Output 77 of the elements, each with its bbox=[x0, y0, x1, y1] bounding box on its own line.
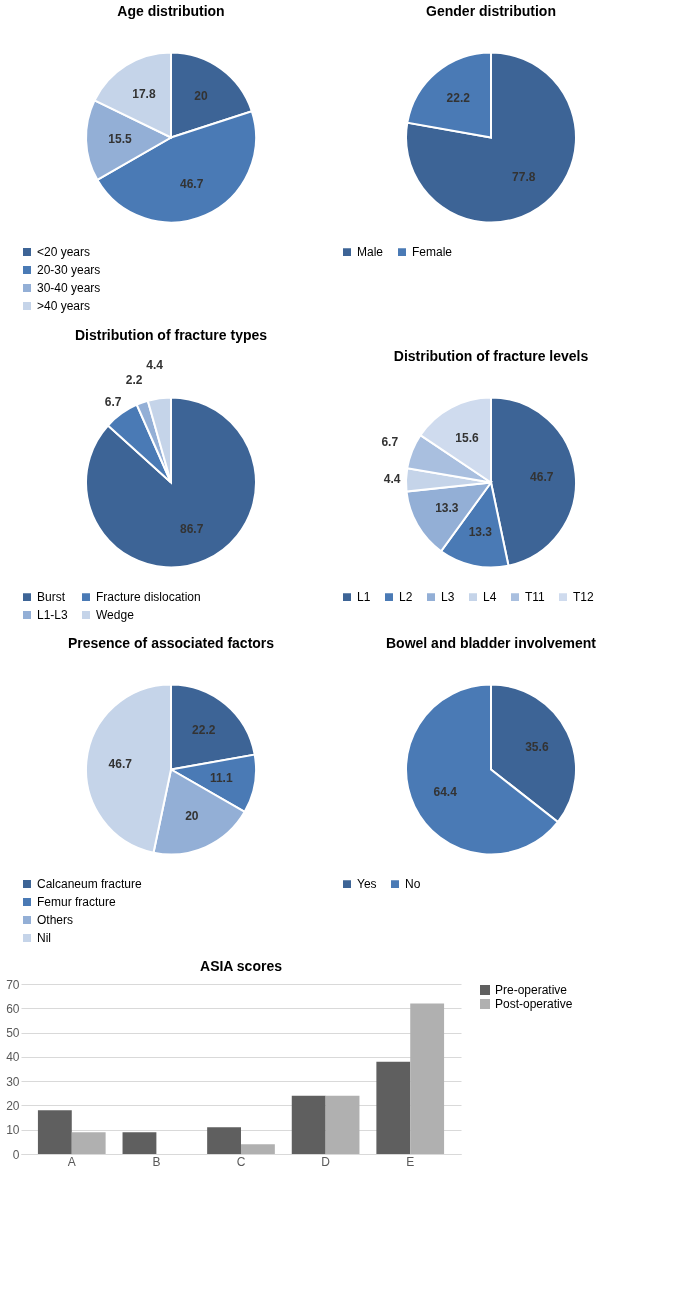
data-label: 13.3 bbox=[435, 501, 459, 516]
data-label: 77.8 bbox=[512, 169, 536, 184]
y-tick-label: 10 bbox=[6, 1123, 20, 1138]
data-label: 15.6 bbox=[455, 430, 479, 445]
y-tick-label: 20 bbox=[6, 1098, 20, 1113]
bar bbox=[241, 1144, 275, 1154]
chart-title: Distribution of fracture levels bbox=[393, 348, 589, 364]
data-label: 4.4 bbox=[383, 472, 401, 487]
legend-label: Female bbox=[412, 245, 453, 260]
y-tick-label: 40 bbox=[6, 1050, 20, 1065]
legend-label: >40 years bbox=[37, 299, 91, 313]
legend-label: <20 years bbox=[37, 245, 91, 259]
y-tick-label: 60 bbox=[6, 1001, 20, 1016]
legend-label: L1-L3 bbox=[37, 608, 69, 622]
legend-label: 20-30 years bbox=[37, 263, 101, 277]
bar bbox=[71, 1132, 106, 1154]
legend-label: L3 bbox=[441, 590, 455, 605]
x-tick-label: A bbox=[67, 1154, 76, 1169]
legend-label: L1 bbox=[357, 590, 371, 605]
data-label: 46.7 bbox=[108, 757, 133, 772]
legend-label: Pre-operative bbox=[495, 983, 568, 997]
legend-label: Burst bbox=[37, 590, 66, 605]
data-label: 22.2 bbox=[446, 91, 471, 106]
legend-label: L2 bbox=[399, 590, 413, 605]
chart-title: Bowel and bladder involvement bbox=[385, 635, 597, 651]
pie-slice bbox=[405, 51, 577, 224]
legend-label: Femur fracture bbox=[37, 895, 117, 909]
data-label: 17.8 bbox=[132, 87, 156, 102]
y-tick-label: 30 bbox=[6, 1074, 20, 1089]
y-tick-label: 70 bbox=[6, 977, 20, 992]
bar bbox=[122, 1132, 157, 1154]
x-tick-label: B bbox=[152, 1154, 161, 1169]
chart-title: ASIA scores bbox=[200, 958, 283, 974]
data-label: 46.7 bbox=[530, 470, 554, 485]
legend-label: L4 bbox=[483, 590, 497, 605]
legend-label: Wedge bbox=[96, 608, 135, 622]
data-label: 11.1 bbox=[209, 771, 233, 786]
chart-title: Distribution of fracture types bbox=[74, 326, 268, 343]
data-label: 6.7 bbox=[104, 395, 122, 410]
chart-title: Age distribution bbox=[117, 3, 225, 19]
bar bbox=[37, 1110, 72, 1154]
x-tick-label: D bbox=[321, 1154, 331, 1169]
data-label: 4.4 bbox=[146, 357, 164, 372]
bar bbox=[376, 1061, 411, 1154]
y-tick-label: 0 bbox=[12, 1147, 20, 1162]
y-tick-label: 50 bbox=[6, 1026, 20, 1041]
legend-label: Post-operative bbox=[495, 997, 573, 1011]
pie-slice bbox=[85, 396, 257, 569]
legend-label: Nil bbox=[37, 931, 51, 945]
bar bbox=[291, 1095, 326, 1154]
legend-label: Male bbox=[357, 245, 384, 260]
data-label: 64.4 bbox=[433, 784, 458, 799]
chart-title: Gender distribution bbox=[426, 3, 556, 19]
bar bbox=[410, 1003, 445, 1154]
data-label: 20 bbox=[194, 89, 208, 104]
legend-label: Yes bbox=[357, 877, 377, 892]
legend-label: T11 bbox=[525, 590, 546, 605]
x-tick-label: C bbox=[236, 1154, 246, 1169]
legend-label: Others bbox=[37, 913, 74, 927]
data-label: 6.7 bbox=[381, 435, 399, 450]
data-label: 46.7 bbox=[180, 177, 204, 192]
data-label: 2.2 bbox=[125, 372, 143, 387]
data-label: 22.2 bbox=[192, 723, 216, 738]
data-label: 13.3 bbox=[468, 525, 493, 540]
bar bbox=[207, 1127, 241, 1154]
legend-label: No bbox=[405, 877, 421, 892]
legend-label: T12 bbox=[573, 590, 594, 605]
x-tick-label: E bbox=[406, 1154, 415, 1169]
data-label: 35.6 bbox=[525, 740, 549, 755]
legend-label: Calcaneum fracture bbox=[37, 877, 143, 891]
legend-label: 30-40 years bbox=[37, 281, 101, 295]
data-label: 15.5 bbox=[108, 132, 133, 147]
bar bbox=[325, 1095, 360, 1154]
legend-label: Fracture dislocation bbox=[96, 590, 201, 605]
data-label: 86.7 bbox=[180, 522, 204, 537]
data-label: 20 bbox=[185, 809, 199, 824]
chart-title: Presence of associated factors bbox=[67, 635, 275, 651]
